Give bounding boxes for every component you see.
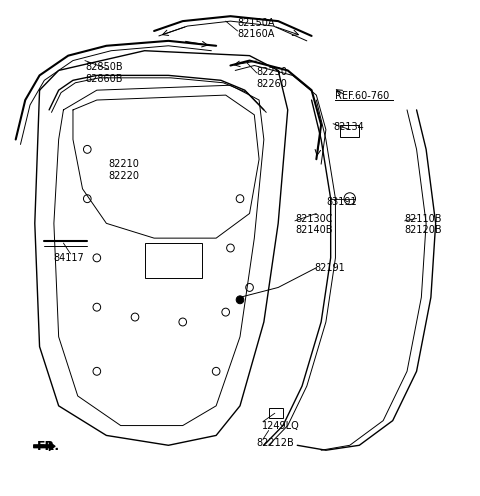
Text: 82850B
82860B: 82850B 82860B [85, 62, 122, 84]
Bar [144, 243, 202, 278]
Text: 82134: 82134 [333, 122, 364, 132]
Text: 83191: 83191 [326, 197, 357, 207]
Bar [340, 124, 360, 137]
Text: 82212B: 82212B [257, 438, 294, 448]
Text: 1249LQ: 1249LQ [262, 421, 299, 431]
Circle shape [236, 296, 244, 304]
Text: 82191: 82191 [314, 263, 345, 273]
Text: 82250
82260: 82250 82260 [257, 67, 288, 89]
Text: 82150A
82160A: 82150A 82160A [238, 18, 275, 39]
Text: REF.60-760: REF.60-760 [336, 91, 390, 101]
Text: 82130C
82140B: 82130C 82140B [295, 213, 332, 235]
Text: 84117: 84117 [53, 253, 84, 263]
Bar [269, 408, 283, 418]
Text: 82110B
82120B: 82110B 82120B [405, 213, 442, 235]
Text: FR.: FR. [37, 440, 60, 453]
Text: 82210
82220: 82210 82220 [109, 159, 140, 181]
